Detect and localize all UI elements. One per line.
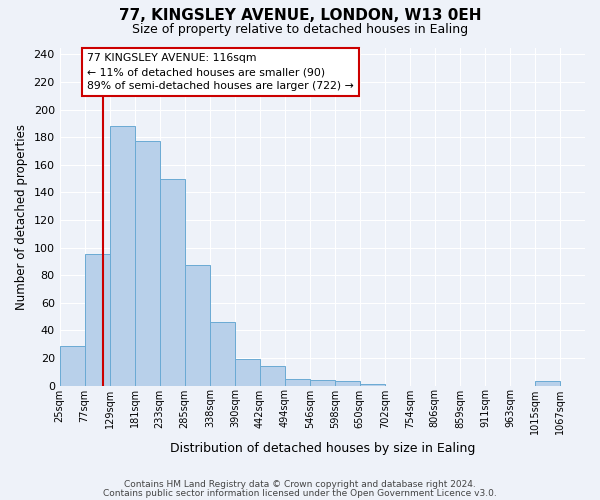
Text: Contains HM Land Registry data © Crown copyright and database right 2024.: Contains HM Land Registry data © Crown c… <box>124 480 476 489</box>
Bar <box>110 126 134 386</box>
X-axis label: Distribution of detached houses by size in Ealing: Distribution of detached houses by size … <box>170 442 475 455</box>
Text: 77, KINGSLEY AVENUE, LONDON, W13 0EH: 77, KINGSLEY AVENUE, LONDON, W13 0EH <box>119 8 481 22</box>
Bar <box>85 254 110 386</box>
Bar <box>360 384 385 386</box>
Text: 77 KINGSLEY AVENUE: 116sqm
← 11% of detached houses are smaller (90)
89% of semi: 77 KINGSLEY AVENUE: 116sqm ← 11% of deta… <box>87 53 354 91</box>
Text: Contains public sector information licensed under the Open Government Licence v3: Contains public sector information licen… <box>103 489 497 498</box>
Text: Size of property relative to detached houses in Ealing: Size of property relative to detached ho… <box>132 22 468 36</box>
Bar <box>235 360 260 386</box>
Y-axis label: Number of detached properties: Number of detached properties <box>15 124 28 310</box>
Bar <box>134 142 160 386</box>
Bar <box>310 380 335 386</box>
Bar <box>210 322 235 386</box>
Bar <box>285 378 310 386</box>
Bar <box>185 266 210 386</box>
Bar <box>59 346 85 386</box>
Bar <box>260 366 285 386</box>
Bar <box>535 382 560 386</box>
Bar <box>160 178 185 386</box>
Bar <box>335 382 360 386</box>
